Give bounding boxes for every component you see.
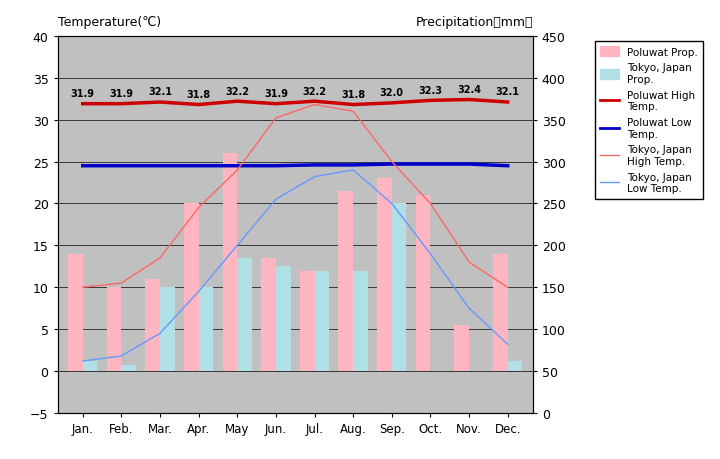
- Bar: [415, 196, 431, 371]
- Bar: [184, 204, 199, 371]
- Text: 32.4: 32.4: [457, 85, 481, 95]
- Bar: [145, 279, 160, 371]
- Bar: [392, 204, 407, 371]
- Text: 31.9: 31.9: [71, 89, 95, 99]
- Text: 32.1: 32.1: [148, 87, 172, 97]
- Bar: [222, 154, 238, 371]
- Text: Temperature(℃): Temperature(℃): [58, 16, 161, 29]
- Bar: [454, 325, 469, 371]
- Text: 31.8: 31.8: [341, 90, 365, 100]
- Text: 31.8: 31.8: [186, 90, 211, 100]
- Bar: [508, 361, 523, 371]
- Bar: [160, 288, 175, 371]
- Bar: [315, 271, 329, 371]
- Bar: [107, 288, 122, 371]
- Bar: [300, 271, 315, 371]
- Bar: [261, 258, 276, 371]
- Bar: [377, 179, 392, 371]
- Bar: [122, 365, 136, 371]
- Text: 32.2: 32.2: [225, 86, 249, 96]
- Text: 31.9: 31.9: [264, 89, 288, 99]
- Text: 31.9: 31.9: [109, 89, 133, 99]
- Text: 32.1: 32.1: [495, 87, 520, 97]
- Bar: [68, 254, 83, 371]
- Bar: [338, 191, 353, 371]
- Bar: [493, 254, 508, 371]
- Bar: [83, 361, 97, 371]
- Text: Precipitation（mm）: Precipitation（mm）: [415, 16, 533, 29]
- Bar: [353, 271, 368, 371]
- Legend: Poluwat Prop., Tokyo, Japan
Prop., Poluwat High
Temp., Poluwat Low
Temp., Tokyo,: Poluwat Prop., Tokyo, Japan Prop., Poluw…: [595, 42, 703, 199]
- Bar: [199, 288, 213, 371]
- Bar: [238, 258, 252, 371]
- Text: 32.3: 32.3: [418, 85, 442, 95]
- Text: 32.0: 32.0: [379, 88, 404, 98]
- Bar: [276, 267, 291, 371]
- Text: 32.2: 32.2: [302, 86, 326, 96]
